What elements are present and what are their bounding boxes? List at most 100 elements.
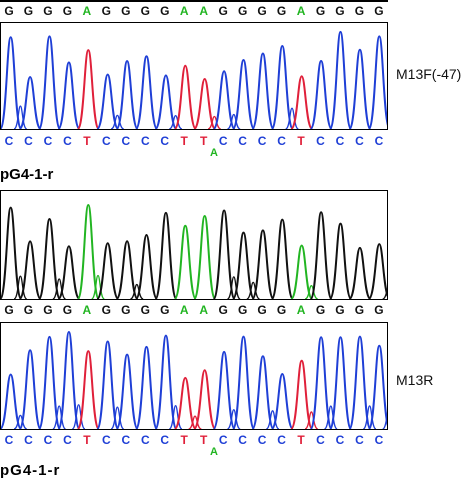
base-letter: G <box>43 303 53 317</box>
trace-peak <box>134 345 159 429</box>
trace-peak <box>115 60 139 129</box>
trace-shoulder <box>304 411 319 429</box>
trace-peak <box>290 359 314 429</box>
trace-peak <box>134 55 159 129</box>
trace-peak <box>1 373 23 429</box>
base-letter: G <box>335 303 345 317</box>
trace-peak <box>154 334 178 429</box>
trace-peak <box>328 222 353 299</box>
base-letter: G <box>374 303 384 317</box>
trace-shoulder <box>207 115 222 129</box>
base-letter: C <box>277 433 286 447</box>
base-letter: C <box>238 134 247 148</box>
base-letter: C <box>160 134 170 148</box>
base-letter: C <box>24 433 33 447</box>
base-letter: C <box>277 134 286 148</box>
trace-peak <box>76 350 100 429</box>
trace-peak <box>212 350 236 429</box>
trace-shoulder <box>13 414 28 429</box>
trace-peak <box>96 340 120 429</box>
base-letter: C <box>355 433 364 447</box>
base-letter: C <box>218 433 228 447</box>
base-letter: C <box>355 134 364 148</box>
base-letter: G <box>121 4 131 18</box>
base-letter: A <box>179 303 189 317</box>
base-letter: G <box>257 303 267 317</box>
trace-peak <box>57 245 81 299</box>
top-rule <box>0 0 388 2</box>
trace-peak <box>328 336 353 429</box>
trace-peak <box>57 330 81 429</box>
trace-shoulder <box>110 114 125 129</box>
base-letter: C <box>257 134 267 148</box>
base-letter: T <box>297 433 305 447</box>
base-letter: T <box>200 433 208 447</box>
base-letter: G <box>160 303 170 317</box>
base-letter: G <box>276 4 287 18</box>
base-letter: C <box>140 134 150 148</box>
trace-peak <box>212 70 236 129</box>
base-letter: C <box>24 134 33 148</box>
trace-shoulder <box>265 410 280 429</box>
variant-base-3: A <box>210 446 218 458</box>
base-letter: G <box>62 4 73 18</box>
base-letter: G <box>101 303 112 317</box>
trace-shoulder <box>362 405 377 429</box>
base-letter: A <box>179 4 189 18</box>
base-letter: C <box>140 433 150 447</box>
trace-shoulder <box>52 405 66 429</box>
base-letter: C <box>121 134 131 148</box>
base-letter: T <box>297 134 305 148</box>
base-letter: G <box>276 303 287 317</box>
base-letter: G <box>4 4 14 18</box>
trace-peak <box>309 336 333 429</box>
trace-peak <box>193 214 217 299</box>
base-letter: T <box>83 134 91 148</box>
base-letter: G <box>23 303 34 317</box>
trace-peak <box>231 231 256 299</box>
base-letter: C <box>374 134 384 148</box>
trace-peak <box>76 49 100 129</box>
base-letter: T <box>83 433 91 447</box>
base-letter: G <box>121 303 131 317</box>
trace-peak <box>37 335 62 429</box>
base-letter: A <box>296 303 306 317</box>
chromatogram-traces-3 <box>1 330 387 429</box>
trace-shoulder <box>13 275 28 299</box>
base-letter: G <box>315 303 326 317</box>
trace-shoulder <box>382 411 387 429</box>
trace-peak <box>134 233 159 299</box>
base-letter: G <box>62 303 73 317</box>
trace-shoulder <box>285 107 299 129</box>
base-letter: A <box>296 4 306 18</box>
base-letter: C <box>43 134 53 148</box>
trace-shoulder <box>52 278 66 299</box>
base-letter: C <box>218 134 228 148</box>
trace-shoulder <box>227 113 241 129</box>
trace-shoulder <box>110 406 125 429</box>
trace-shoulder <box>13 105 28 129</box>
base-letter: G <box>43 4 53 18</box>
chromatogram-panel-3 <box>0 322 388 430</box>
base-letter: A <box>199 303 209 317</box>
trace-peak <box>96 73 120 129</box>
trace-peak <box>1 36 23 129</box>
base-letter: C <box>374 433 384 447</box>
trace-peak <box>1 206 23 299</box>
trace-shoulder <box>168 405 183 429</box>
base-letter: C <box>4 134 14 148</box>
trace-peak <box>367 344 387 429</box>
base-letter: G <box>257 4 267 18</box>
trace-peak <box>309 59 333 129</box>
trace-peak <box>173 376 197 429</box>
base-letter: C <box>335 134 345 148</box>
trace-peak <box>309 211 333 299</box>
base-letter: T <box>200 134 208 148</box>
base-letter: A <box>82 4 92 18</box>
trace-shoulder <box>304 284 319 299</box>
trace-peak <box>154 74 178 129</box>
